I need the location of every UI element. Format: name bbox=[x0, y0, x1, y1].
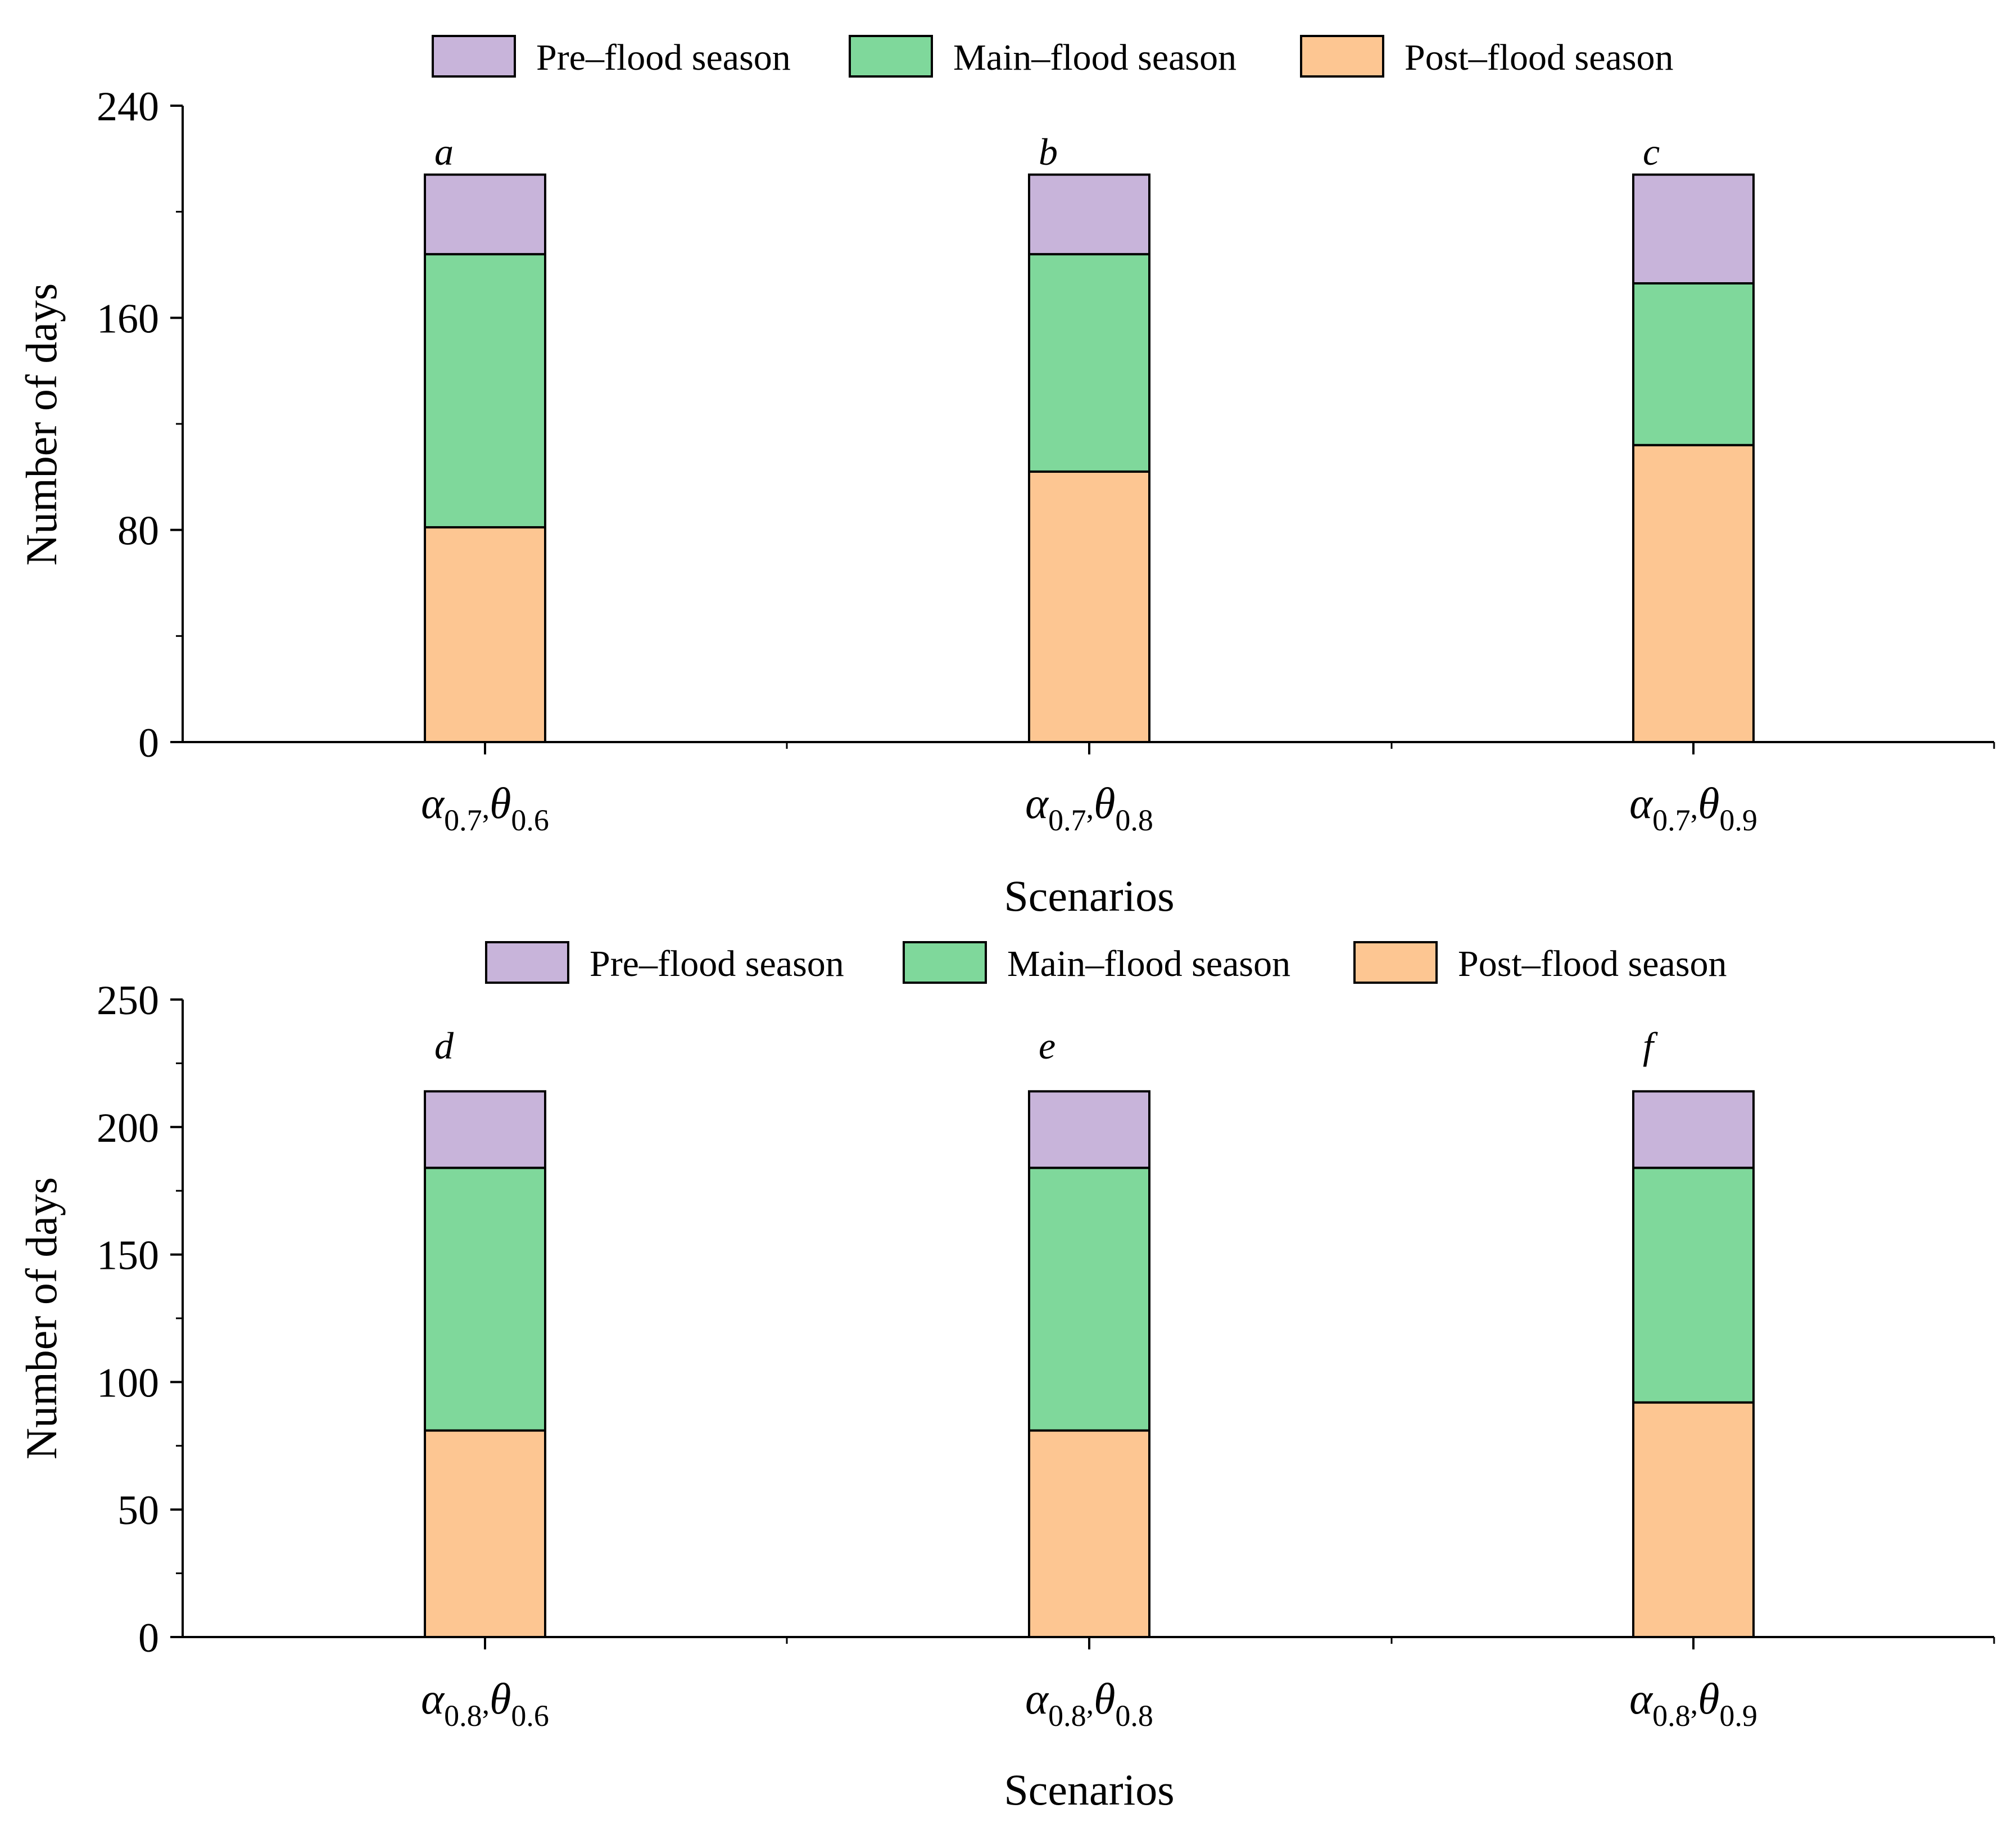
theta-subscript: 0.9 bbox=[1719, 803, 1757, 837]
alpha-subscript: 0.7 bbox=[1652, 803, 1691, 837]
chart-panel-1: Pre–flood season Main–flood season Post–fl… bbox=[17, 35, 1995, 920]
y-tick-label: 100 bbox=[97, 1360, 159, 1406]
theta-subscript: 0.9 bbox=[1719, 1699, 1757, 1733]
theta-symbol: θ bbox=[1698, 1674, 1719, 1723]
scenario-letter: d bbox=[434, 1024, 454, 1067]
alpha-symbol: α bbox=[1629, 1674, 1653, 1723]
bar-segment bbox=[424, 1090, 546, 1169]
alpha-symbol: α bbox=[1025, 779, 1049, 828]
y-tick-label: 150 bbox=[97, 1233, 159, 1279]
bar-segment bbox=[1028, 470, 1150, 744]
theta-symbol: θ bbox=[1094, 779, 1115, 828]
y-tick-label: 50 bbox=[117, 1488, 159, 1534]
y-tick-label: 250 bbox=[97, 978, 159, 1024]
theta-subscript: 0.6 bbox=[511, 1699, 549, 1733]
legend: Pre–flood season Main–flood season Post–fl… bbox=[432, 35, 1674, 78]
x-axis-title: Scenarios bbox=[1004, 1765, 1174, 1814]
y-tick-label: 240 bbox=[97, 84, 159, 130]
chart-panel-2: Pre–flood season Main–flood season Post–fl… bbox=[17, 941, 1995, 1814]
legend-swatch bbox=[485, 941, 569, 984]
alpha-subscript: 0.8 bbox=[1048, 1699, 1086, 1733]
x-category-label: α0.7,θ0.8 bbox=[1025, 779, 1153, 837]
label-separator: , bbox=[1691, 1687, 1698, 1720]
bar-segment bbox=[1028, 1090, 1150, 1169]
legend-label: Post–flood season bbox=[1458, 943, 1727, 984]
legend-swatch bbox=[432, 35, 516, 78]
bar-segment bbox=[1632, 444, 1755, 743]
bar-segment bbox=[1028, 1167, 1150, 1432]
alpha-symbol: α bbox=[421, 779, 445, 828]
alpha-subscript: 0.8 bbox=[1652, 1699, 1691, 1733]
theta-subscript: 0.8 bbox=[1115, 803, 1153, 837]
bar-segment bbox=[1632, 1401, 1755, 1638]
y-tick-label: 160 bbox=[97, 296, 159, 342]
legend-label: Main–flood season bbox=[953, 37, 1236, 78]
bars: a b c bbox=[424, 130, 1755, 744]
theta-subscript: 0.8 bbox=[1115, 1699, 1153, 1733]
bar-segment bbox=[1632, 1090, 1755, 1169]
scenario-letter: b bbox=[1039, 130, 1058, 173]
legend-swatch bbox=[1353, 941, 1438, 984]
y-axis-title: Number of days bbox=[17, 1177, 66, 1460]
alpha-symbol: α bbox=[1629, 779, 1653, 828]
bar-segment bbox=[424, 253, 546, 528]
bar-segment bbox=[1632, 1167, 1755, 1404]
x-category-label: α0.7,θ0.6 bbox=[421, 779, 549, 837]
scenario-letter: a bbox=[434, 130, 454, 173]
bar-segment bbox=[1028, 1429, 1150, 1638]
legend-swatch bbox=[849, 35, 933, 78]
theta-symbol: θ bbox=[490, 1674, 511, 1723]
label-separator: , bbox=[482, 791, 490, 825]
y-axis-title: Number of days bbox=[17, 283, 66, 566]
legend-label: Post–flood season bbox=[1405, 37, 1674, 78]
scenario-letter: e bbox=[1039, 1024, 1055, 1067]
x-category-label: α0.8,θ0.9 bbox=[1629, 1674, 1757, 1733]
x-category-label: α0.7,θ0.9 bbox=[1629, 779, 1757, 837]
y-tick-label: 0 bbox=[138, 720, 159, 766]
scenario-letter: f bbox=[1643, 1024, 1658, 1067]
x-category-label: α0.8,θ0.6 bbox=[421, 1674, 549, 1733]
x-category-label: α0.8,θ0.8 bbox=[1025, 1674, 1153, 1733]
bar-segment bbox=[424, 1429, 546, 1638]
theta-subscript: 0.6 bbox=[511, 803, 549, 837]
bar-segment bbox=[424, 526, 546, 743]
bar-segment bbox=[1028, 173, 1150, 256]
label-separator: , bbox=[482, 1687, 490, 1720]
alpha-subscript: 0.7 bbox=[444, 803, 482, 837]
legend-swatch bbox=[903, 941, 987, 984]
bar-segment bbox=[1632, 282, 1755, 446]
bar-segment bbox=[1632, 173, 1755, 285]
label-separator: , bbox=[1086, 791, 1094, 825]
legend-label: Pre–flood season bbox=[590, 943, 844, 984]
legend-label: Pre–flood season bbox=[536, 37, 791, 78]
x-axis-title: Scenarios bbox=[1004, 871, 1174, 920]
bar-segment bbox=[424, 1167, 546, 1432]
legend-swatch bbox=[1300, 35, 1384, 78]
bars: d e f bbox=[424, 1024, 1755, 1638]
label-separator: , bbox=[1086, 1687, 1094, 1720]
y-tick-label: 0 bbox=[138, 1615, 159, 1661]
y-tick-label: 200 bbox=[97, 1105, 159, 1151]
legend-label: Main–flood season bbox=[1007, 943, 1290, 984]
alpha-subscript: 0.8 bbox=[444, 1699, 482, 1733]
bar-segment bbox=[424, 173, 546, 256]
legend: Pre–flood season Main–flood season Post–fl… bbox=[485, 941, 1727, 984]
alpha-subscript: 0.7 bbox=[1048, 803, 1086, 837]
alpha-symbol: α bbox=[1025, 1674, 1049, 1723]
theta-symbol: θ bbox=[490, 779, 511, 828]
label-separator: , bbox=[1691, 791, 1698, 825]
scenario-letter: c bbox=[1643, 130, 1660, 173]
bar-segment bbox=[1028, 253, 1150, 473]
y-tick-label: 80 bbox=[117, 508, 159, 554]
theta-symbol: θ bbox=[1698, 779, 1719, 828]
theta-symbol: θ bbox=[1094, 1674, 1115, 1723]
alpha-symbol: α bbox=[421, 1674, 445, 1723]
